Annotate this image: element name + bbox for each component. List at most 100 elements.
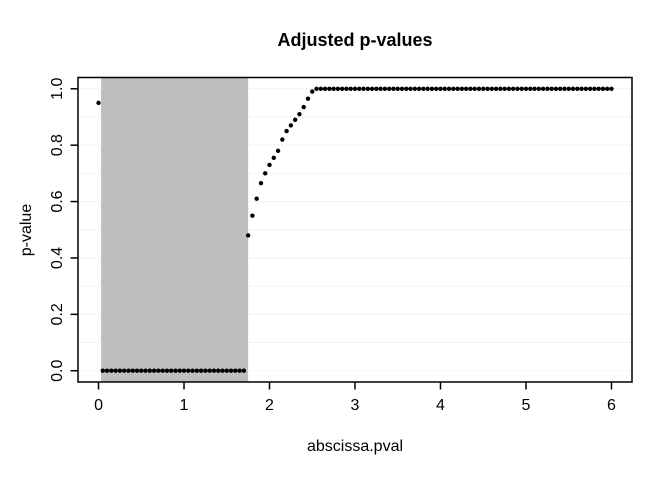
data-point [297,111,302,117]
data-point [207,368,212,373]
data-point [357,86,362,91]
data-point [429,86,435,91]
data-point [391,86,396,91]
data-point [579,86,584,91]
data-point [395,86,400,91]
data-point [134,368,140,373]
data-point [570,86,576,91]
data-point [245,233,251,238]
data-point [258,181,264,186]
data-point [168,368,174,373]
data-point [339,86,345,91]
data-point [506,86,512,91]
data-point [233,368,238,373]
data-point [476,86,482,91]
data-point [280,137,285,142]
data-point [459,86,465,91]
data-point [463,86,469,91]
y-tick-label: 0.2 [49,303,66,325]
data-point [318,86,324,91]
data-point [254,196,259,201]
data-point [203,368,208,373]
data-point [386,86,392,91]
data-point [335,86,341,91]
data-point [446,86,452,91]
y-tick-label: 0.6 [49,190,66,212]
data-point [139,368,144,373]
data-point [130,368,135,373]
data-point [361,86,366,91]
data-point [438,86,443,91]
data-point [263,171,268,176]
data-point [472,86,477,91]
data-point [421,86,426,91]
data-point [369,86,375,91]
data-point [100,368,105,373]
data-point [160,368,165,373]
data-point [404,86,409,91]
data-point [181,368,187,373]
data-point [228,368,234,373]
data-point [587,86,593,91]
data-point [592,86,597,91]
data-point [605,86,610,91]
x-tick-label: 1 [180,397,189,414]
data-point [284,128,289,134]
data-point [455,86,460,91]
data-point [352,86,358,91]
data-point [596,86,601,91]
data-point [143,368,148,373]
data-point [378,86,383,91]
data-point [481,86,486,91]
data-point [540,86,546,91]
plot-title: Adjusted p-values [277,30,432,50]
data-point [399,86,405,91]
data-point [314,86,319,91]
data-point [553,86,559,91]
x-tick-label: 6 [607,397,616,414]
data-point [190,368,195,373]
data-point [216,368,221,373]
x-tick-label: 3 [351,397,360,414]
data-point [562,86,567,91]
data-point [382,86,388,91]
data-point [515,86,520,91]
data-point [575,86,580,91]
data-point [557,86,563,91]
y-tick-label: 0.0 [49,360,66,382]
data-point [301,104,306,110]
data-point [126,368,131,373]
data-point [416,86,422,91]
data-point [583,86,589,91]
data-point [451,86,456,91]
data-point [267,162,272,168]
data-point [408,86,413,91]
data-point [600,86,606,91]
data-point [442,86,447,91]
data-point [425,86,430,91]
data-point [374,86,379,91]
x-axis-label: abscissa.pval [307,438,403,455]
data-point [220,368,225,373]
data-point [545,86,550,91]
data-point [365,86,371,91]
data-point [489,86,494,91]
data-point [566,86,571,91]
data-point [519,86,524,91]
y-axis-label: p-value [18,204,35,257]
data-point [96,100,101,106]
data-point [198,368,204,373]
data-point [173,368,178,373]
data-point [151,368,157,373]
data-point [250,213,255,218]
data-point [510,86,516,91]
data-point [502,86,507,91]
data-point [305,96,311,101]
data-point [331,86,336,91]
data-point [288,123,294,128]
data-point [344,86,349,91]
data-point [609,86,614,91]
x-tick-label: 0 [94,397,103,414]
data-point [113,368,118,373]
